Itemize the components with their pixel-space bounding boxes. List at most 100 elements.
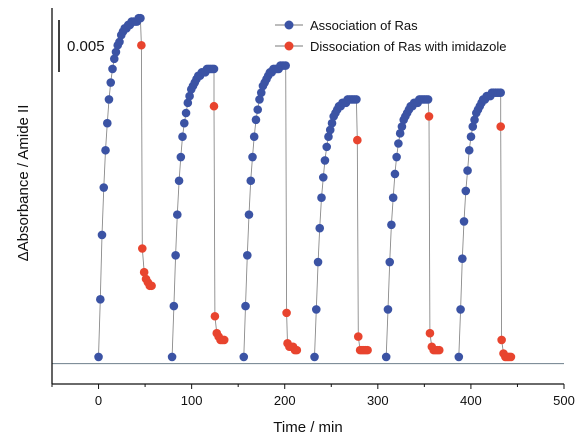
x-tick-label-100: 100 bbox=[181, 393, 203, 408]
association-point bbox=[94, 352, 103, 362]
legend-dissociation-marker bbox=[284, 41, 294, 51]
association-point bbox=[96, 295, 105, 304]
association-point bbox=[243, 250, 252, 260]
x-axis-title: Time / min bbox=[273, 419, 342, 436]
dissociation-point bbox=[496, 122, 505, 131]
association-point bbox=[173, 210, 182, 219]
association-point bbox=[318, 173, 328, 182]
legend-association-label: Association of Ras bbox=[310, 18, 418, 33]
dissociation-point bbox=[363, 345, 372, 355]
legend-dissociation-label: Dissociation of Ras with imidazole bbox=[310, 39, 507, 54]
association-point bbox=[115, 37, 124, 47]
legend-association-marker bbox=[284, 20, 294, 30]
association-point bbox=[101, 145, 110, 155]
x-tick-label-500: 500 bbox=[553, 393, 575, 408]
association-point bbox=[97, 230, 107, 240]
association-point bbox=[388, 193, 398, 202]
association-point bbox=[461, 186, 471, 196]
dissociation-point bbox=[210, 311, 220, 321]
dissociation-point bbox=[497, 335, 506, 345]
association-point bbox=[171, 250, 180, 260]
x-tick-label-300: 300 bbox=[367, 393, 389, 408]
legend: Association of Ras Dissociation of Ras w… bbox=[275, 18, 507, 54]
association-point bbox=[246, 176, 256, 186]
y-axis-title: ΔAbsorbance / Amide II bbox=[15, 105, 32, 262]
association-point bbox=[320, 156, 330, 165]
dissociation-point bbox=[506, 352, 516, 362]
cycle-lines bbox=[52, 17, 564, 365]
x-tick-label-400: 400 bbox=[460, 393, 482, 408]
association-point bbox=[387, 220, 396, 230]
cycle-line-5 bbox=[385, 99, 440, 357]
association-point bbox=[253, 105, 263, 114]
data-points bbox=[94, 13, 516, 362]
association-point bbox=[102, 118, 112, 128]
association-point bbox=[385, 257, 395, 267]
association-point bbox=[99, 183, 109, 192]
association-point bbox=[178, 132, 187, 142]
association-point bbox=[352, 95, 361, 104]
dissociation-point bbox=[209, 101, 219, 111]
association-point bbox=[176, 152, 186, 162]
association-point bbox=[136, 13, 145, 23]
association-point bbox=[313, 257, 323, 267]
association-point bbox=[458, 254, 467, 263]
association-point bbox=[315, 223, 325, 233]
association-point bbox=[244, 210, 254, 219]
association-point bbox=[317, 193, 326, 202]
dissociation-point bbox=[425, 328, 435, 338]
association-point bbox=[239, 352, 249, 362]
association-point bbox=[325, 125, 335, 135]
association-point bbox=[311, 305, 321, 314]
dissociation-point bbox=[137, 244, 147, 253]
association-point bbox=[281, 61, 290, 70]
association-point bbox=[108, 64, 117, 74]
dissociation-point bbox=[424, 112, 434, 121]
association-point bbox=[392, 152, 401, 162]
association-point bbox=[390, 169, 400, 179]
association-point bbox=[496, 88, 505, 97]
association-point bbox=[255, 95, 264, 104]
association-point bbox=[423, 95, 433, 104]
association-point bbox=[256, 88, 266, 97]
association-point bbox=[463, 166, 472, 175]
scale-bar-label: 0.005 bbox=[67, 38, 105, 55]
association-point bbox=[456, 305, 465, 314]
dissociation-point bbox=[147, 281, 156, 291]
association-point bbox=[174, 176, 184, 186]
association-point bbox=[459, 217, 469, 226]
x-tick-label-0: 0 bbox=[95, 393, 102, 408]
dissociation-point bbox=[137, 40, 146, 50]
association-point bbox=[106, 78, 116, 87]
dissociation-point bbox=[292, 345, 302, 355]
dissociation-point bbox=[353, 332, 363, 341]
x-tick-label-200: 200 bbox=[274, 393, 296, 408]
association-point bbox=[109, 54, 119, 64]
association-point bbox=[169, 301, 179, 311]
dissociation-point bbox=[282, 308, 291, 318]
association-point bbox=[167, 352, 177, 362]
association-point bbox=[470, 115, 479, 125]
association-point bbox=[181, 108, 191, 118]
association-point bbox=[185, 91, 194, 101]
axes: 0 100 200 300 400 500 bbox=[51, 8, 575, 408]
association-point bbox=[251, 115, 261, 125]
dissociation-point bbox=[353, 135, 362, 145]
association-point bbox=[183, 98, 193, 108]
association-point bbox=[209, 64, 219, 74]
association-point bbox=[249, 132, 259, 142]
association-point bbox=[248, 152, 257, 162]
association-point bbox=[327, 118, 337, 128]
association-point bbox=[381, 352, 391, 362]
association-point bbox=[395, 129, 405, 138]
association-point bbox=[104, 95, 114, 104]
association-point bbox=[466, 132, 476, 142]
association-point bbox=[322, 142, 332, 152]
association-point bbox=[111, 47, 121, 57]
dissociation-point bbox=[219, 335, 229, 345]
association-point bbox=[241, 301, 250, 311]
association-point bbox=[468, 122, 478, 131]
association-point bbox=[394, 139, 403, 148]
association-point bbox=[397, 122, 407, 131]
